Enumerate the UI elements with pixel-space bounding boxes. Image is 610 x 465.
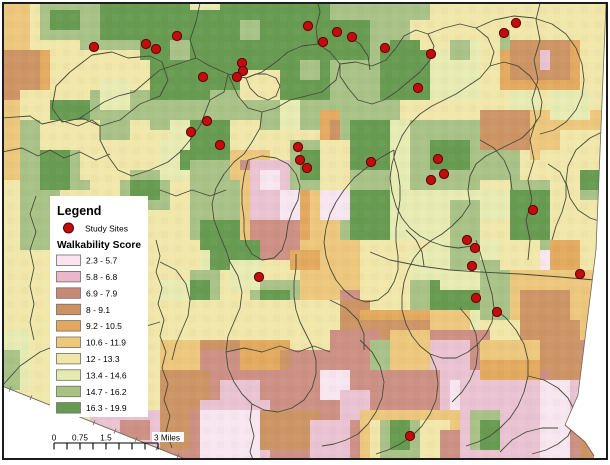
svg-text:13.4 - 14.6: 13.4 - 14.6 bbox=[86, 370, 127, 380]
svg-text:1.5: 1.5 bbox=[100, 434, 112, 443]
svg-text:14.7 - 16.2: 14.7 - 16.2 bbox=[86, 387, 127, 397]
svg-text:8 - 9.1: 8 - 9.1 bbox=[86, 305, 110, 315]
svg-text:Legend: Legend bbox=[57, 204, 101, 218]
svg-text:Study Sites: Study Sites bbox=[85, 224, 128, 234]
svg-text:9.2 - 10.5: 9.2 - 10.5 bbox=[86, 321, 122, 331]
svg-text:0: 0 bbox=[52, 434, 57, 443]
svg-text:12 - 13.3: 12 - 13.3 bbox=[86, 354, 120, 364]
svg-text:Walkability Score: Walkability Score bbox=[57, 240, 141, 251]
svg-text:5.8 - 6.8: 5.8 - 6.8 bbox=[86, 272, 117, 282]
svg-text:0.75: 0.75 bbox=[72, 434, 88, 443]
svg-text:2.3 - 5.7: 2.3 - 5.7 bbox=[86, 256, 117, 266]
svg-text:3 Miles: 3 Miles bbox=[154, 434, 180, 443]
svg-text:16.3 - 19.9: 16.3 - 19.9 bbox=[86, 403, 127, 413]
svg-text:6.9 - 7.9: 6.9 - 7.9 bbox=[86, 288, 117, 298]
svg-text:10.6 - 11.9: 10.6 - 11.9 bbox=[86, 338, 126, 348]
